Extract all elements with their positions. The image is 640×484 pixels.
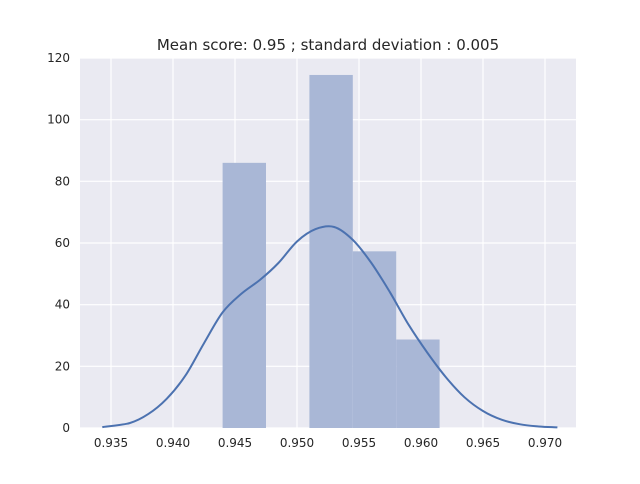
y-tick-label-3: 60 <box>55 236 70 250</box>
x-tick-label-2: 0.945 <box>218 436 252 450</box>
y-axis-ticks: 0 20 40 60 80 100 120 <box>47 51 70 435</box>
x-tick-label-4: 0.955 <box>342 436 376 450</box>
y-tick-label-4: 80 <box>55 174 70 188</box>
x-tick-label-1: 0.940 <box>156 436 190 450</box>
histogram-bar-0 <box>222 162 266 429</box>
y-tick-label-6: 120 <box>47 51 70 65</box>
histogram-bar-2 <box>352 251 397 428</box>
kde-line <box>102 225 558 429</box>
histogram-bars <box>222 74 440 429</box>
x-tick-label-6: 0.965 <box>466 436 500 450</box>
x-tick-label-3: 0.950 <box>280 436 314 450</box>
x-axis-ticks: 0.935 0.940 0.945 0.950 0.955 0.960 0.965 0.970 <box>94 436 562 450</box>
y-tick-label-1: 20 <box>55 359 70 373</box>
x-tick-label-7: 0.970 <box>528 436 562 450</box>
y-tick-label-5: 100 <box>47 113 70 127</box>
x-tick-label-0: 0.935 <box>94 436 128 450</box>
histogram-bar-3 <box>396 339 440 428</box>
x-tick-label-5: 0.960 <box>404 436 438 450</box>
y-tick-label-2: 40 <box>55 298 70 312</box>
chart-title: Mean score: 0.95 ; standard deviation : … <box>157 36 499 54</box>
histogram-bar-1 <box>309 74 353 428</box>
y-tick-label-0: 0 <box>62 421 70 435</box>
